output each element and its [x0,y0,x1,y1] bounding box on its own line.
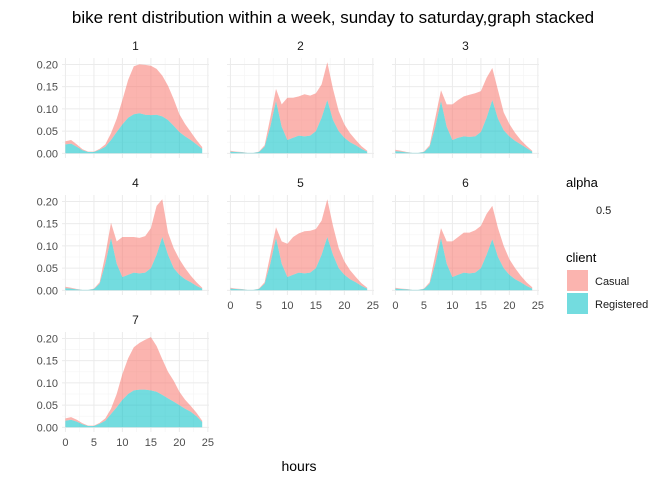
facet-panel-6: 6 0 5 10 15 20 25 [392,176,544,312]
facet-panel-1: 1 0.00 0.05 0.10 0.15 0.20 [37,39,209,160]
y-tick-label: 0.00 [37,422,58,434]
facet-panel-3: 3 [392,39,539,158]
y-tick-label: 0.20 [37,196,58,208]
x-tick-label: 0 [227,300,233,312]
legend-swatch-casual [567,270,588,291]
chart-title: bike rent distribution within a week, su… [72,8,594,27]
area-registered-facet-6 [395,237,533,291]
facet-panel-4: 4 0.00 0.05 0.10 0.15 0.20 [37,176,209,297]
x-tick-label: 10 [116,437,128,449]
x-tick-label: 25 [532,300,544,312]
y-tick-label: 0.15 [37,356,58,368]
legend: alpha 0.5 client Casual Registered [566,175,648,314]
area-casual-facet-6 [395,205,533,290]
area-registered-facet-4 [65,237,203,291]
facet-label-6: 6 [462,176,469,190]
y-tick-label: 0.20 [37,59,58,71]
area-casual-facet-3 [395,68,533,153]
facet-label-4: 4 [132,176,139,190]
area-casual-facet-4 [65,199,203,290]
area-registered-facet-5 [230,237,368,291]
area-registered-facet-2 [230,100,368,154]
y-tick-label: 0.05 [37,400,58,412]
y-tick-label: 0.15 [37,219,58,231]
legend-client-title: client [566,250,597,265]
facet-label-3: 3 [462,39,469,53]
facet-panel-5: 5 0 5 10 15 20 25 [227,176,379,312]
x-tick-label: 10 [446,300,458,312]
area-registered-facet-1 [65,113,203,154]
area-registered-facet-3 [395,100,533,154]
x-tick-label: 10 [281,300,293,312]
area-casual-facet-1 [65,64,203,152]
y-tick-label: 0.10 [37,104,58,116]
y-tick-label: 0.05 [37,126,58,138]
x-axis-title: hours [281,458,316,474]
legend-swatch-registered [567,293,588,314]
x-tick-label: 0 [392,300,398,312]
x-tick-label: 20 [338,300,350,312]
x-tick-label: 20 [503,300,515,312]
x-tick-label: 5 [91,437,97,449]
facet-label-2: 2 [297,39,304,53]
y-tick-label: 0.00 [37,148,58,160]
facet-label-7: 7 [132,313,139,327]
x-tick-label: 25 [367,300,379,312]
facet-label-5: 5 [297,176,304,190]
area-registered-facet-7 [65,389,203,428]
y-tick-label: 0.10 [37,241,58,253]
x-tick-label: 15 [145,437,157,449]
area-casual-facet-7 [65,337,203,426]
area-casual-facet-2 [230,62,368,153]
facet-panel-2: 2 [227,39,374,158]
legend-alpha-title: alpha [566,175,599,190]
x-tick-label: 15 [475,300,487,312]
x-tick-label: 25 [202,437,214,449]
x-tick-label: 5 [256,300,262,312]
y-tick-label: 0.10 [37,378,58,390]
y-tick-label: 0.15 [37,82,58,94]
facet-panels: 1 0.00 0.05 0.10 0.15 0.20 2 3 4 0.00 0.05 0.10 0.15… [37,39,544,449]
y-tick-label: 0.20 [37,333,58,345]
x-tick-label: 0 [62,437,68,449]
area-casual-facet-5 [230,199,368,290]
legend-label-casual: Casual [595,276,629,288]
facet-panel-7: 7 0.00 0.05 0.10 0.15 0.20 0 5 10 15 20 25 [37,313,214,449]
x-tick-label: 15 [310,300,322,312]
x-tick-label: 5 [421,300,427,312]
x-tick-label: 20 [173,437,185,449]
legend-alpha-value: 0.5 [596,205,611,217]
y-tick-label: 0.00 [37,285,58,297]
facet-label-1: 1 [132,39,139,53]
y-tick-label: 0.05 [37,263,58,275]
legend-label-registered: Registered [595,299,648,311]
